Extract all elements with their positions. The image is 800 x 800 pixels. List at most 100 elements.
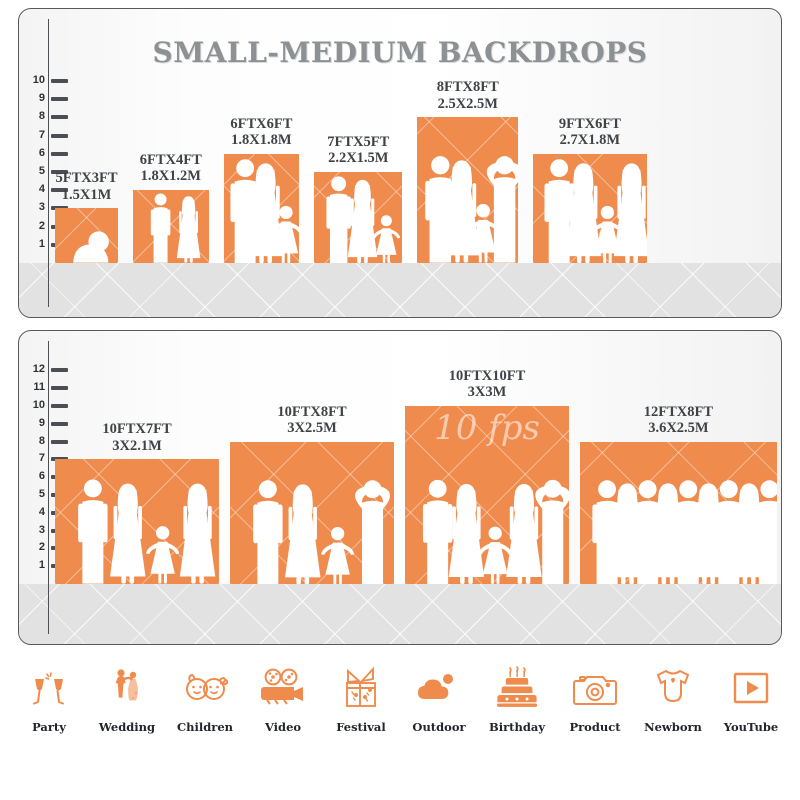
y-axis-tick [51, 115, 68, 119]
bar-label-meters: 1.8X1.2M [113, 168, 229, 184]
y-axis-line-bottom [48, 341, 49, 634]
photo-camera-icon [573, 660, 617, 716]
people-silhouettes [230, 442, 394, 584]
y-axis-tick-label: 7 [27, 452, 45, 464]
use-case-item-festival[interactable]: Festival [322, 660, 400, 734]
bar-label-feet: 8FTX8FT [437, 79, 499, 95]
bar-label: 8FTX8FT2.5X2.5M [397, 79, 538, 111]
watermark-text: 10 fps [434, 408, 540, 448]
people-silhouettes [133, 190, 209, 263]
use-case-label: YouTube [724, 720, 778, 734]
bar [133, 190, 209, 263]
bar-label-feet: 7FTX5FT [327, 134, 389, 150]
y-axis-tick-label: 5 [27, 488, 45, 500]
y-axis-tick-label: 8 [27, 110, 45, 122]
people-silhouettes [55, 208, 118, 263]
use-case-item-party[interactable]: Party [10, 660, 88, 734]
y-axis-tick-label: 2 [27, 220, 45, 232]
people-silhouettes [417, 117, 518, 263]
y-axis-tick-label: 2 [27, 541, 45, 553]
bar-label-meters: 3X2.1M [35, 438, 239, 454]
bar [55, 459, 219, 584]
bar-label: 7FTX5FT2.2X1.5M [294, 134, 422, 166]
y-axis-tick [51, 404, 68, 408]
bar [533, 154, 646, 263]
bar-label-feet: 10FTX8FT [277, 404, 346, 420]
bar-label-feet: 6FTX6FT [230, 116, 292, 132]
use-case-icon-row: Party Wedding Children Video Festival Outdoor… [10, 660, 790, 760]
bar [55, 208, 118, 263]
use-case-item-video[interactable]: Video [244, 660, 322, 734]
y-axis-tick-label: 3 [27, 201, 45, 213]
people-silhouettes [55, 459, 219, 584]
use-case-label: Birthday [489, 720, 545, 734]
people-silhouettes [405, 406, 569, 584]
y-axis-tick-label: 1 [27, 559, 45, 571]
use-case-label: Children [177, 720, 233, 734]
use-case-item-birthday[interactable]: Birthday [478, 660, 556, 734]
use-case-label: Product [569, 720, 620, 734]
bar-label-meters: 1.5X1M [35, 187, 138, 203]
bar-label: 9FTX6FT2.7X1.8M [513, 116, 666, 148]
floor-strip-top [19, 263, 781, 317]
bar [224, 154, 300, 263]
use-case-item-wedding[interactable]: Wedding [88, 660, 166, 734]
baby-onesie-icon [652, 660, 694, 716]
use-case-item-youtube[interactable]: YouTube [712, 660, 790, 734]
bar-label-meters: 3X3M [385, 384, 589, 400]
bar-label: 10FTX8FT3X2.5M [210, 404, 414, 436]
y-axis-tick-label: 6 [27, 470, 45, 482]
bar-label: 12FTX8FT3.6X2.5M [560, 404, 782, 436]
bar: 10 fps [405, 406, 569, 584]
y-axis-tick-label: 10 [27, 74, 45, 86]
bar-label-meters: 2.5X2.5M [397, 96, 538, 112]
use-case-label: Wedding [99, 720, 155, 734]
bar-label: 10FTX7FT3X2.1M [35, 421, 239, 453]
bar [417, 117, 518, 263]
y-axis-tick-label: 1 [27, 238, 45, 250]
y-axis-tick [51, 134, 68, 138]
bar-label: 10FTX10FT3X3M [385, 368, 589, 400]
bar-label: 6FTX4FT1.8X1.2M [113, 152, 229, 184]
bar [580, 442, 777, 584]
people-silhouettes [580, 442, 777, 584]
bar-label-feet: 5FTX3FT [55, 170, 117, 186]
y-axis-tick [51, 79, 68, 83]
y-axis-tick [51, 368, 68, 372]
use-case-label: Outdoor [412, 720, 465, 734]
bar-label-feet: 9FTX6FT [559, 116, 621, 132]
people-silhouettes [314, 172, 402, 263]
use-case-item-outdoor[interactable]: Outdoor [400, 660, 478, 734]
use-case-label: Festival [336, 720, 386, 734]
youtube-play-icon [731, 660, 771, 716]
floor-strip-bottom [19, 584, 781, 644]
bar-label-feet: 10FTX7FT [102, 421, 171, 437]
bar-label-feet: 10FTX10FT [449, 368, 526, 384]
children-faces-icon [182, 660, 228, 716]
bar-label-feet: 6FTX4FT [140, 152, 202, 168]
use-case-item-newborn[interactable]: Newborn [634, 660, 712, 734]
bar-label-feet: 12FTX8FT [644, 404, 713, 420]
bar-label-meters: 3X2.5M [210, 420, 414, 436]
use-case-item-product[interactable]: Product [556, 660, 634, 734]
use-case-label: Video [265, 720, 301, 734]
gift-box-icon [340, 660, 382, 716]
y-axis-tick-label: 3 [27, 524, 45, 536]
bar-label-meters: 2.2X1.5M [294, 150, 422, 166]
people-silhouettes [224, 154, 300, 263]
chart-panel-large: 123456789101112 10FTX7FT3X2.1M10FTX8FT3X… [18, 330, 782, 645]
bar [314, 172, 402, 263]
use-case-item-children[interactable]: Children [166, 660, 244, 734]
y-axis-tick-label: 9 [27, 92, 45, 104]
y-axis-tick-label: 11 [27, 381, 45, 393]
y-axis-tick-label: 10 [27, 399, 45, 411]
use-case-label: Newborn [644, 720, 702, 734]
y-axis-tick-label: 12 [27, 363, 45, 375]
wedding-couple-icon [107, 660, 147, 716]
y-axis-tick [51, 386, 68, 390]
bar [230, 442, 394, 584]
y-axis-tick-label: 4 [27, 506, 45, 518]
bar-label-meters: 2.7X1.8M [513, 132, 666, 148]
y-axis-tick [51, 97, 68, 101]
use-case-label: Party [32, 720, 66, 734]
